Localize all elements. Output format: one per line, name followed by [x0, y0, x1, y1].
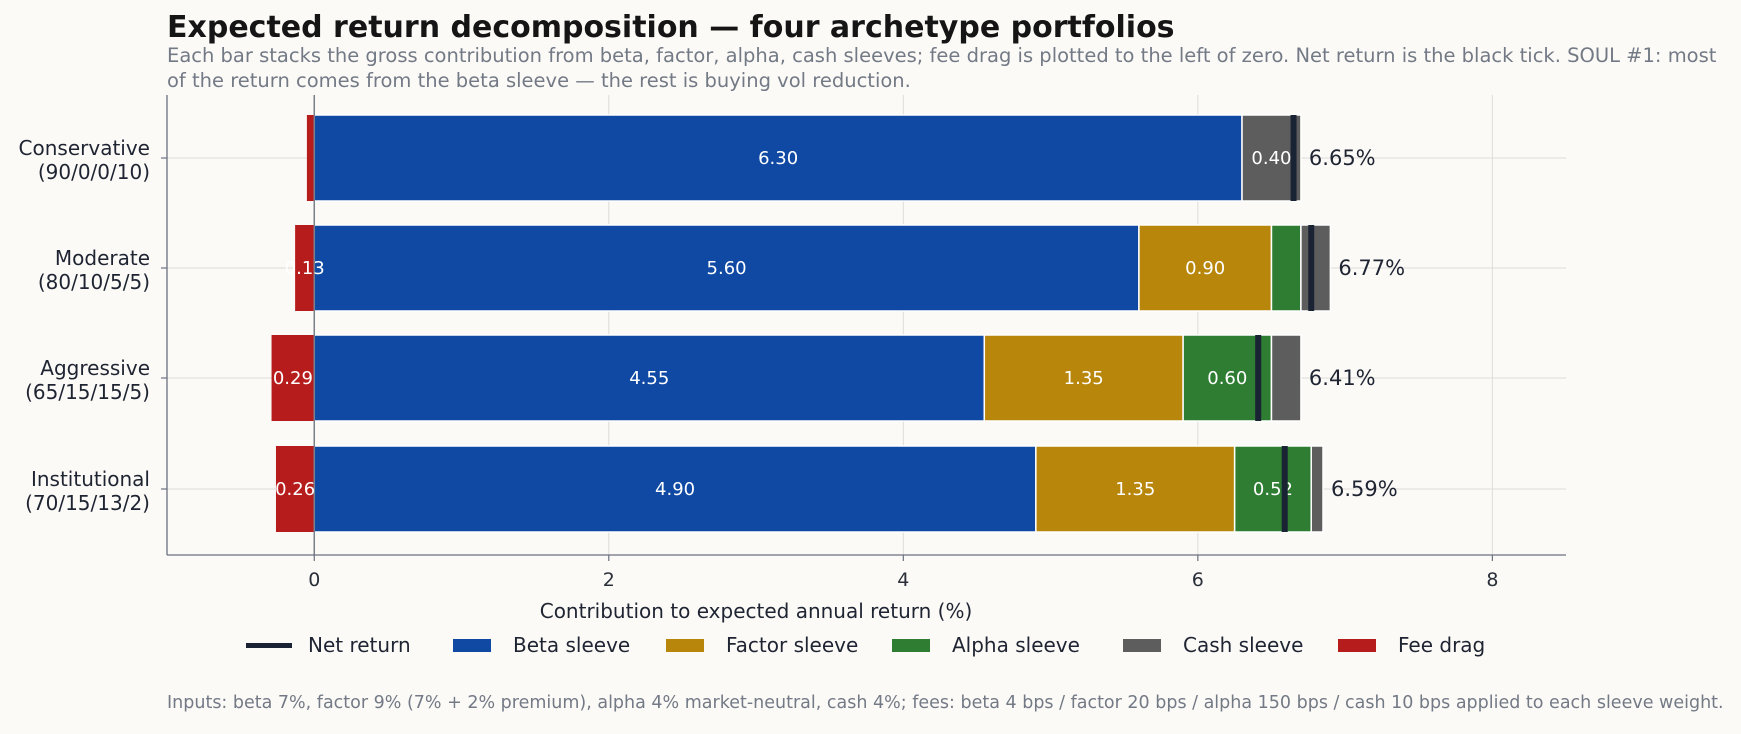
legend-item-beta-sleeve: Beta sleeve: [453, 628, 630, 662]
factor-value-label: 0.90: [1185, 258, 1225, 279]
fee-drag-value-label: 0.13: [285, 258, 325, 279]
net-return-label: 6.65%: [1309, 146, 1376, 170]
alpha-value-label: 0.60: [1207, 368, 1247, 389]
beta-value-label: 4.90: [655, 479, 695, 500]
cash-value-label: 0.40: [1251, 148, 1291, 169]
legend: Net return Beta sleeve Factor sleeve Alpha …: [0, 628, 1741, 662]
beta-value-label: 6.30: [758, 148, 798, 169]
y-tick-label-line: Institutional: [31, 467, 150, 491]
legend-item-net-return: Net return: [246, 628, 411, 662]
legend-label: Net return: [308, 633, 411, 657]
cash-bar: [1270, 334, 1302, 422]
net-return-tick: [1290, 115, 1297, 201]
legend-label: Factor sleeve: [726, 633, 859, 657]
cash-bar: [1300, 224, 1332, 312]
fee-drag-bar: [306, 115, 315, 201]
fee-drag-bar: [295, 225, 315, 311]
bars: [271, 114, 1332, 533]
y-tick-label-line: (80/10/5/5): [38, 270, 150, 294]
legend-label: Alpha sleeve: [952, 633, 1080, 657]
factor-bar: [1035, 445, 1236, 533]
net-return-label: 6.77%: [1338, 256, 1405, 280]
legend-swatch: [1338, 638, 1376, 652]
legend-swatch: [453, 638, 491, 652]
legend-item-factor-sleeve: Factor sleeve: [666, 628, 858, 662]
alpha-bar: [1233, 445, 1312, 533]
net-return-tick: [1281, 446, 1288, 532]
factor-value-label: 1.35: [1064, 368, 1104, 389]
chart-title: Expected return decomposition — four arc…: [167, 10, 1175, 45]
legend-label: Cash sleeve: [1183, 633, 1304, 657]
y-tick-label: Aggressive (65/15/15/5): [25, 356, 150, 404]
y-tick-label: Institutional (70/15/13/2): [25, 467, 150, 515]
legend-item-cash-sleeve: Cash sleeve: [1123, 628, 1303, 662]
factor-value-label: 1.35: [1115, 479, 1155, 500]
fee-drag-bar: [271, 335, 315, 421]
axes: 0 2 4 6 8 Conservative (90/0/0/10) Moderate (80/…: [19, 95, 1566, 591]
legend-swatch: [892, 638, 930, 652]
x-tick-label: 8: [1486, 569, 1498, 591]
x-tick-label: 4: [897, 569, 909, 591]
y-tick-label-line: (90/0/0/10): [38, 160, 150, 184]
net-return-label: 6.41%: [1309, 366, 1376, 390]
y-tick-label-line: (65/15/15/5): [25, 380, 150, 404]
beta-bar: [313, 445, 1037, 533]
y-tick-label: Conservative (90/0/0/10): [19, 136, 150, 184]
beta-bar: [313, 224, 1140, 312]
chart-subtitle: Each bar stacks the gross contribution f…: [167, 44, 1717, 92]
legend-item-alpha-sleeve: Alpha sleeve: [892, 628, 1080, 662]
y-tick-label-line: (70/15/13/2): [25, 491, 150, 515]
y-tick-label-line: Moderate: [55, 246, 150, 270]
stacked-bar-chart: 6.30 0.40 6.65% 0.13 5.60 0.90 6.77% 0.29 4.55 1.…: [19, 95, 1566, 623]
legend-label: Beta sleeve: [513, 633, 631, 657]
fee-drag-value-label: 0.26: [275, 479, 315, 500]
y-tick-label-line: Conservative: [19, 136, 150, 160]
x-tick-label: 6: [1192, 569, 1204, 591]
legend-item-fee-drag: Fee drag: [1338, 628, 1485, 662]
cash-bar: [1310, 445, 1324, 533]
x-axis-label: Contribution to expected annual return (…: [540, 599, 973, 623]
legend-swatch: [666, 638, 704, 652]
y-tick-label: Moderate (80/10/5/5): [38, 246, 150, 294]
factor-bar: [1138, 224, 1273, 312]
beta-value-label: 4.55: [629, 368, 669, 389]
x-tick-label: 0: [308, 569, 320, 591]
fee-drag-value-label: 0.29: [273, 368, 313, 389]
y-tick-label-line: Aggressive: [40, 356, 150, 380]
bar-labels: 6.30 0.40 6.65% 0.13 5.60 0.90 6.77% 0.29 4.55 1.…: [273, 115, 1405, 532]
legend-label: Fee drag: [1398, 633, 1486, 657]
beta-bar: [313, 114, 1243, 202]
legend-swatch: [246, 642, 292, 648]
x-tick-label: 2: [603, 569, 615, 591]
net-return-tick: [1308, 225, 1315, 311]
net-return-label: 6.59%: [1331, 477, 1398, 501]
legend-swatch: [1123, 638, 1161, 652]
fee-drag-bar: [275, 446, 315, 532]
beta-value-label: 5.60: [707, 258, 747, 279]
factor-bar: [983, 334, 1184, 422]
footnote: Inputs: beta 7%, factor 9% (7% + 2% prem…: [167, 693, 1724, 713]
alpha-bar: [1270, 224, 1302, 312]
net-return-tick: [1255, 335, 1262, 421]
